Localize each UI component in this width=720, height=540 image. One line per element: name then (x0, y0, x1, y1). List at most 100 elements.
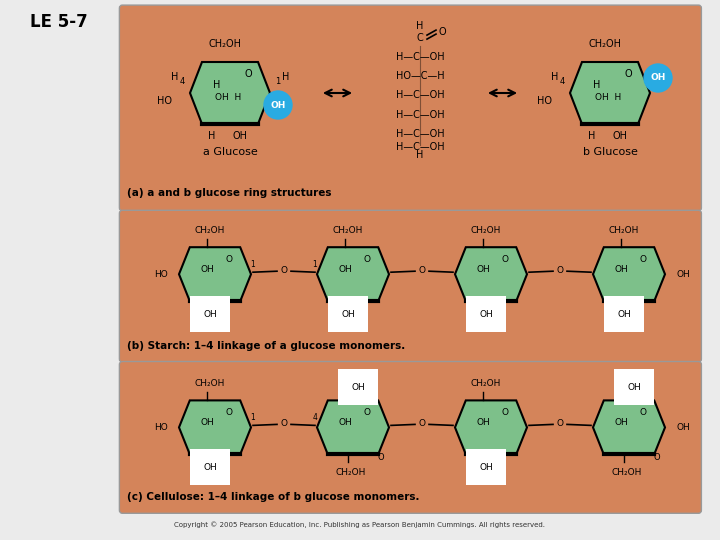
Polygon shape (455, 400, 527, 454)
Text: OH  H: OH H (595, 93, 621, 103)
Polygon shape (317, 400, 389, 454)
Text: 1: 1 (251, 260, 256, 269)
Text: HO: HO (154, 269, 168, 279)
Polygon shape (179, 400, 251, 454)
FancyBboxPatch shape (120, 210, 701, 362)
Text: OH: OH (476, 418, 490, 427)
Text: O: O (639, 254, 647, 264)
Text: O: O (557, 266, 564, 275)
Text: O: O (438, 27, 446, 37)
Text: b Glucose: b Glucose (582, 147, 637, 157)
Text: 1: 1 (312, 260, 318, 269)
Text: LE 5-7: LE 5-7 (30, 13, 88, 31)
Text: OH: OH (338, 418, 352, 427)
Text: 1: 1 (275, 77, 281, 85)
Text: OH: OH (200, 265, 214, 274)
Text: OH: OH (476, 265, 490, 274)
Text: OH: OH (200, 418, 214, 427)
Text: OH: OH (676, 423, 690, 432)
Text: (c) Cellulose: 1–4 linkage of b glucose monomers.: (c) Cellulose: 1–4 linkage of b glucose … (127, 492, 420, 502)
Text: CH₂OH: CH₂OH (209, 39, 241, 49)
FancyBboxPatch shape (120, 361, 701, 514)
Text: O: O (244, 70, 252, 79)
Text: CH₂OH: CH₂OH (471, 379, 501, 388)
Text: OH: OH (650, 73, 666, 83)
Text: O: O (418, 419, 426, 428)
Text: OH: OH (203, 463, 217, 472)
Polygon shape (317, 247, 389, 301)
Polygon shape (593, 247, 665, 301)
Text: CH₂OH: CH₂OH (195, 226, 225, 235)
Text: CH₂OH: CH₂OH (333, 226, 363, 235)
Text: 1: 1 (655, 77, 661, 85)
Text: OH: OH (203, 310, 217, 319)
Text: CH₂OH: CH₂OH (336, 468, 366, 477)
Text: O: O (225, 254, 233, 264)
Text: CH₂OH: CH₂OH (471, 226, 501, 235)
Text: H: H (551, 72, 558, 83)
Polygon shape (570, 62, 650, 124)
Text: O: O (502, 254, 508, 264)
Text: OH  H: OH H (215, 93, 241, 103)
Text: 4: 4 (312, 413, 318, 422)
Polygon shape (455, 247, 527, 301)
Text: CH₂OH: CH₂OH (588, 39, 621, 49)
Text: H—C—OH: H—C—OH (396, 110, 444, 120)
Text: OH: OH (617, 310, 631, 319)
Text: O: O (502, 408, 508, 417)
Text: O: O (418, 266, 426, 275)
Text: O: O (557, 419, 564, 428)
Text: O: O (639, 408, 647, 417)
Text: CH₂OH: CH₂OH (195, 379, 225, 388)
Text: H: H (171, 72, 178, 83)
Text: H: H (208, 131, 216, 141)
Polygon shape (593, 400, 665, 454)
Text: HO: HO (157, 96, 172, 106)
Polygon shape (179, 247, 251, 301)
Text: H: H (662, 72, 670, 83)
Text: OH: OH (338, 265, 352, 274)
Text: H: H (593, 80, 600, 90)
Text: OH: OH (613, 131, 628, 141)
Text: a Glucose: a Glucose (202, 147, 257, 157)
Text: 4: 4 (179, 77, 184, 85)
Text: OH: OH (614, 265, 628, 274)
Text: C: C (417, 33, 423, 43)
Circle shape (264, 91, 292, 119)
Text: HO: HO (154, 423, 168, 432)
Text: O: O (225, 408, 233, 417)
Text: 4: 4 (559, 77, 564, 85)
Text: OH: OH (341, 310, 355, 319)
Text: H: H (282, 72, 289, 83)
Text: OH: OH (614, 418, 628, 427)
Text: O: O (281, 266, 287, 275)
Text: H: H (416, 21, 423, 31)
Text: (b) Starch: 1–4 linkage of a glucose monomers.: (b) Starch: 1–4 linkage of a glucose mon… (127, 341, 405, 351)
Text: OH: OH (627, 383, 641, 392)
Text: (a) a and b glucose ring structures: (a) a and b glucose ring structures (127, 188, 332, 198)
Polygon shape (190, 62, 270, 124)
Text: H: H (416, 150, 423, 160)
Text: OH: OH (479, 463, 493, 472)
Text: OH: OH (270, 100, 286, 110)
Circle shape (644, 64, 672, 92)
Text: H: H (588, 131, 595, 141)
FancyBboxPatch shape (120, 5, 701, 211)
Text: H—C—OH: H—C—OH (396, 52, 444, 62)
Text: CH₂OH: CH₂OH (612, 468, 642, 477)
Text: O: O (624, 70, 632, 79)
Text: H: H (213, 80, 221, 90)
Text: OH: OH (676, 269, 690, 279)
Text: O: O (364, 254, 371, 264)
Text: O: O (364, 408, 371, 417)
Text: CH₂OH: CH₂OH (609, 226, 639, 235)
Text: O: O (281, 419, 287, 428)
Text: OH: OH (479, 310, 493, 319)
Text: OH: OH (351, 383, 365, 392)
Text: H—C—OH: H—C—OH (396, 129, 444, 139)
Text: O: O (378, 453, 384, 462)
Text: H—C—OH: H—C—OH (396, 91, 444, 100)
Text: Copyright © 2005 Pearson Education, Inc. Publishing as Pearson Benjamin Cummings: Copyright © 2005 Pearson Education, Inc.… (174, 521, 546, 528)
Text: HO—C—H: HO—C—H (396, 71, 444, 82)
Text: 1: 1 (251, 413, 256, 422)
